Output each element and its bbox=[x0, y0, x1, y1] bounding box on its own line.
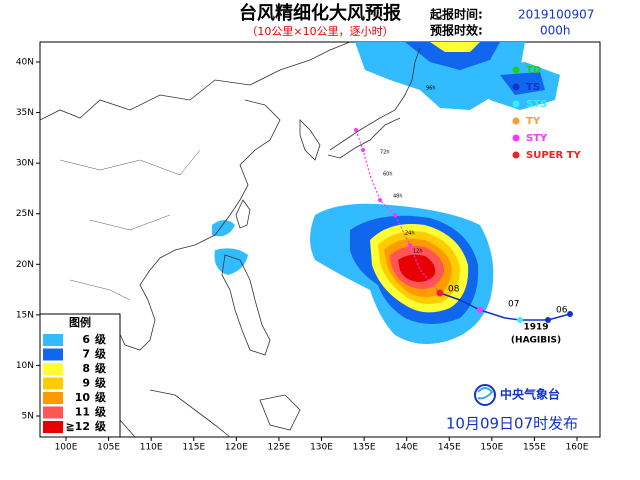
y-tick-label: 35N bbox=[16, 108, 34, 118]
issued-time: 10月09日07时发布 bbox=[446, 415, 578, 433]
wind-legend-swatch bbox=[43, 363, 63, 375]
y-tick-label: 25N bbox=[16, 209, 34, 219]
track-label: 08 bbox=[448, 285, 460, 295]
x-tick-label: 145E bbox=[438, 443, 461, 453]
wind-field bbox=[212, 42, 560, 344]
wind-legend-unit: 级 bbox=[94, 347, 107, 361]
wind-legend-level: 11 bbox=[75, 406, 90, 419]
x-tick-label: 135E bbox=[353, 443, 376, 453]
x-tick-label: 115E bbox=[182, 443, 205, 453]
lead-value: 000h bbox=[540, 24, 571, 38]
wind-legend-unit: 级 bbox=[94, 405, 107, 419]
x-tick-label: 150E bbox=[480, 443, 503, 453]
intensity-dot bbox=[512, 66, 520, 74]
intensity-label: TY bbox=[526, 116, 541, 127]
wind-legend-level: 10 bbox=[75, 391, 91, 404]
track-label: 12h bbox=[413, 249, 423, 255]
wind-legend-title: 图例 bbox=[69, 315, 91, 329]
intensity-dot bbox=[512, 134, 520, 142]
track-label: 48h bbox=[393, 194, 403, 200]
y-tick-label: 20N bbox=[16, 260, 34, 270]
track-label: 24h bbox=[405, 231, 415, 237]
y-tick-label: 15N bbox=[16, 310, 34, 320]
track-label: 72h bbox=[380, 150, 390, 156]
wind-legend-level: 8 bbox=[82, 362, 90, 375]
lead-label: 预报时效: bbox=[430, 23, 483, 38]
x-tick-label: 160E bbox=[566, 443, 589, 453]
wind-legend-unit: 级 bbox=[94, 361, 107, 375]
y-tick-label: 5N bbox=[22, 412, 34, 422]
intensity-label: STY bbox=[526, 133, 548, 144]
y-tick-label: 10N bbox=[16, 361, 34, 371]
wind-legend-unit: 级 bbox=[94, 376, 107, 390]
wind-legend-unit: 级 bbox=[94, 332, 107, 346]
wind-legend-unit: 级 bbox=[94, 419, 107, 433]
x-tick-label: 140E bbox=[395, 443, 418, 453]
wind-legend-box bbox=[39, 313, 121, 438]
x-tick-label: 100E bbox=[55, 443, 78, 453]
start-value: 2019100907 bbox=[518, 8, 594, 22]
storm-name: (HAGIBIS) bbox=[511, 336, 561, 346]
wind-legend-level: 6 bbox=[82, 333, 90, 346]
intensity-dot bbox=[512, 100, 520, 108]
start-label: 起报时间: bbox=[429, 7, 483, 22]
intensity-label: SUPER TY bbox=[526, 150, 581, 161]
wind-legend-swatch bbox=[43, 406, 63, 419]
wind-legend-level: ≧12 bbox=[65, 420, 90, 433]
intensity-dot bbox=[512, 151, 520, 159]
wind-legend-swatch bbox=[43, 348, 63, 361]
x-tick-label: 125E bbox=[267, 443, 290, 453]
wind-legend-swatch bbox=[43, 421, 63, 433]
x-tick-label: 120E bbox=[225, 443, 248, 453]
intensity-label: TS bbox=[526, 82, 540, 93]
track-label: 96h bbox=[426, 86, 436, 92]
agency-logo bbox=[474, 384, 496, 406]
y-tick-label: 30N bbox=[16, 159, 34, 169]
subtitle: （10公里×10公里，逐小时） bbox=[246, 25, 393, 38]
track-label: 07 bbox=[508, 300, 519, 310]
track-label: 06 bbox=[556, 306, 568, 316]
y-tick-label: 40N bbox=[16, 58, 34, 68]
intensity-label: STS bbox=[526, 99, 547, 110]
wind-legend-level: 9 bbox=[82, 377, 90, 390]
wind-legend-level: 7 bbox=[82, 348, 90, 361]
x-tick-label: 105E bbox=[97, 443, 120, 453]
intensity-dot bbox=[512, 117, 520, 125]
intensity-dot bbox=[512, 83, 520, 91]
track-label: 60h bbox=[383, 172, 393, 178]
track bbox=[354, 128, 573, 323]
x-tick-label: 130E bbox=[310, 443, 333, 453]
agency: 中央气象台 bbox=[500, 387, 560, 402]
wind-legend-swatch bbox=[43, 377, 63, 390]
title: 台风精细化大风预报 bbox=[239, 2, 401, 24]
x-tick-label: 110E bbox=[140, 443, 163, 453]
x-tick-label: 155E bbox=[523, 443, 546, 453]
wind-legend-unit: 级 bbox=[94, 390, 107, 404]
storm-number: 1919 bbox=[523, 323, 548, 333]
wind-legend-swatch bbox=[43, 392, 63, 404]
intensity-label: TD bbox=[526, 65, 541, 76]
wind-legend-swatch bbox=[43, 334, 63, 346]
